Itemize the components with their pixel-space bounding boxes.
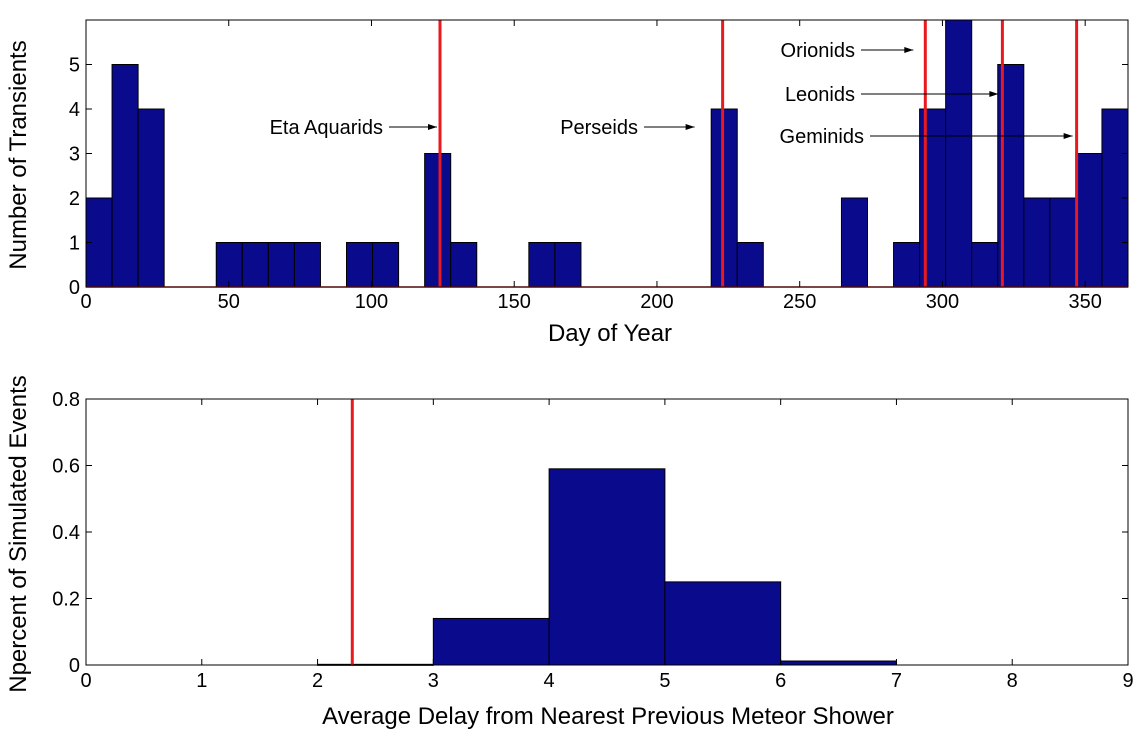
- x-tick-label: 8: [1007, 670, 1018, 692]
- transient-bar: [893, 242, 921, 288]
- transients-histogram: 0 50 100 150 200 250 300 350 0 1 2 3 4 5 Eta Aquarid…: [5, 19, 1129, 347]
- transient-bar: [450, 242, 478, 288]
- transient-bar: [1075, 153, 1103, 288]
- delay-bar: [664, 581, 782, 666]
- shower-label: Geminids: [780, 126, 864, 148]
- transient-bar: [1049, 197, 1077, 288]
- y-tick-label: 0.4: [52, 522, 80, 544]
- delay-histogram: 0 1 2 3 4 5 6 7 8 9 0 0.2 0.4 0.6 0.8 Average Delay f…: [5, 375, 1134, 730]
- top-x-ticks: 0 50 100 150 200 250 300 350: [80, 20, 1102, 313]
- x-tick-label: 150: [498, 291, 531, 313]
- meteor-shower-lines: [438, 20, 1079, 287]
- shower-label: Perseids: [560, 117, 638, 139]
- transient-bar: [346, 242, 374, 288]
- delay-bar: [548, 468, 666, 666]
- y-tick-label: 0.2: [52, 589, 80, 611]
- x-tick-label: 300: [926, 291, 959, 313]
- x-tick-label: 7: [891, 670, 902, 692]
- transient-bar: [554, 242, 582, 288]
- bottom-y-ticks: 0 0.2 0.4 0.6 0.8: [52, 389, 1128, 677]
- arrow-head: [1063, 133, 1073, 139]
- x-tick-label: 9: [1122, 670, 1133, 692]
- shower-callout: Orionids: [781, 40, 914, 62]
- x-tick-label: 0: [80, 670, 91, 692]
- transient-bar: [267, 242, 295, 288]
- y-tick-label: 0.8: [52, 389, 80, 411]
- delay-bar: [432, 617, 550, 666]
- y-tick-label: 0: [69, 655, 80, 677]
- transient-bar: [736, 242, 764, 288]
- shower-annotations: Eta Aquarids Perseids Orionids Leonids Gemin…: [270, 40, 1073, 148]
- transient-bar: [372, 242, 400, 288]
- x-tick-label: 2: [312, 670, 323, 692]
- transients-bars: [85, 19, 1129, 288]
- shower-callout: Leonids: [785, 84, 999, 106]
- y-tick-label: 0.6: [52, 456, 80, 478]
- shower-label: Leonids: [785, 84, 855, 106]
- transient-bar: [111, 64, 139, 288]
- shower-label: Eta Aquarids: [270, 117, 383, 139]
- arrow-head: [989, 91, 999, 97]
- x-tick-label: 100: [355, 291, 388, 313]
- transient-bar: [971, 242, 999, 288]
- y-tick-label: 1: [69, 233, 80, 255]
- shower-callout: Eta Aquarids: [270, 117, 437, 139]
- transient-bar: [241, 242, 269, 288]
- transient-bar: [840, 197, 869, 288]
- x-tick-label: 0: [80, 291, 91, 313]
- top-y-axis-label: Number of Transients: [5, 40, 32, 269]
- bottom-x-axis-label: Average Delay from Nearest Previous Mete…: [322, 703, 894, 730]
- delay-bars: [317, 468, 897, 666]
- x-tick-label: 5: [659, 670, 670, 692]
- transient-bar: [424, 153, 452, 288]
- transient-bar: [710, 108, 738, 288]
- y-tick-label: 0: [69, 277, 80, 299]
- transient-bar: [137, 108, 165, 288]
- transient-bar: [215, 242, 243, 288]
- x-tick-label: 4: [544, 670, 555, 692]
- shower-callout: Geminids: [780, 126, 1073, 148]
- shower-callout: Perseids: [560, 117, 695, 139]
- top-y-ticks: 0 1 2 3 4 5: [69, 55, 1128, 299]
- y-tick-label: 4: [69, 99, 80, 121]
- transient-bar: [293, 242, 321, 288]
- arrow-head: [427, 124, 437, 130]
- y-tick-label: 2: [69, 188, 80, 210]
- top-x-axis-label: Day of Year: [548, 320, 672, 347]
- arrow-head: [904, 47, 914, 53]
- x-tick-label: 250: [783, 291, 816, 313]
- transient-bar: [528, 242, 556, 288]
- x-tick-label: 350: [1068, 291, 1101, 313]
- arrow-head: [685, 124, 695, 130]
- transient-bar: [1023, 197, 1051, 288]
- x-tick-label: 200: [640, 291, 673, 313]
- bottom-y-axis-label: Npercent of Simulated Events: [5, 375, 32, 693]
- y-tick-label: 3: [69, 144, 80, 166]
- shower-label: Orionids: [781, 40, 855, 62]
- x-tick-label: 3: [428, 670, 439, 692]
- x-tick-label: 1: [196, 670, 207, 692]
- delay-bar: [780, 660, 897, 666]
- transient-bar: [945, 19, 973, 288]
- x-tick-label: 6: [775, 670, 786, 692]
- y-tick-label: 5: [69, 55, 80, 77]
- bottom-x-ticks: 0 1 2 3 4 5 6 7 8 9: [80, 399, 1134, 692]
- x-tick-label: 50: [218, 291, 240, 313]
